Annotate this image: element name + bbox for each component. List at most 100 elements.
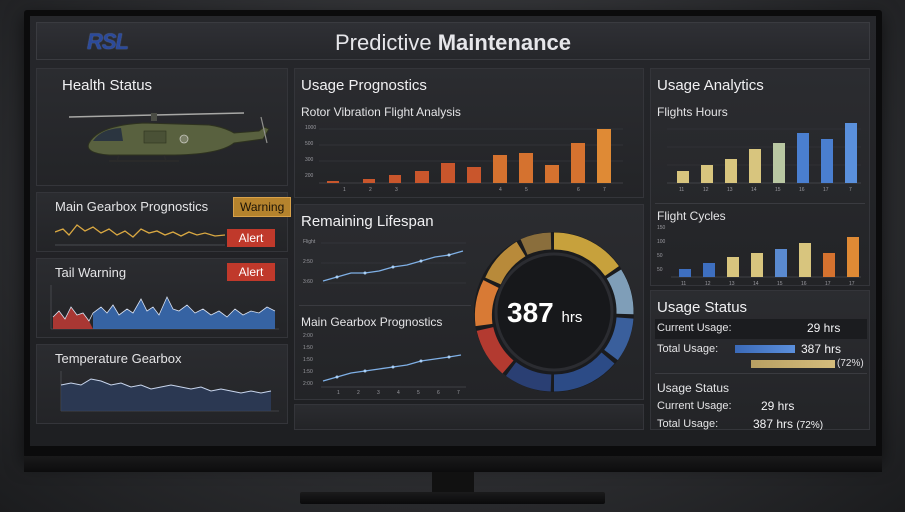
- lifespan-ytick-2: 2:50: [303, 259, 313, 265]
- cycles-xtick-8: 17: [849, 281, 855, 287]
- lifespan-ytick-1: Flight: [303, 239, 316, 245]
- rotor-bar-3: [389, 175, 401, 183]
- lifespan-line-chart: Flight 2:50 3:60: [303, 239, 466, 285]
- cycles-bar-1: [679, 269, 691, 277]
- lg-ytick-3: 1:50: [303, 357, 313, 363]
- tail-alert-badge: Alert: [227, 263, 275, 281]
- rotor-bar-6: [467, 167, 481, 183]
- gearbox-sparkline: [55, 224, 225, 246]
- current-usage-label: Current Usage:: [657, 322, 732, 334]
- flight-hours-label: Flights Hours: [657, 105, 728, 119]
- rotor-bar-10: [571, 143, 585, 183]
- alert-badge: Alert: [227, 229, 275, 247]
- lg-ytick-1: 2:00: [303, 333, 313, 339]
- usage-analytics-panel: Usage Analytics Flights Hours 11 12 13 1…: [650, 68, 870, 287]
- lg-xtick-4: 4: [397, 390, 400, 396]
- usage-status-title: Usage Status: [657, 299, 748, 316]
- lifespan-gearbox-chart: 2:00 1:50 1:50 1:50 2:00 1 2 3 4 5 6 7: [303, 333, 466, 396]
- cycles-xtick-7: 17: [825, 281, 831, 287]
- health-status-title: Health Status: [62, 77, 153, 94]
- cycles-bar-5: [775, 249, 787, 277]
- cycles-bar-7: [823, 253, 835, 277]
- total-usage-value: 387 hrs: [801, 342, 842, 356]
- cycles-xtick-5: 15: [777, 281, 783, 287]
- rotor-bar-11: [597, 129, 611, 183]
- rotor-xtick-4: 4: [499, 187, 502, 193]
- remaining-lifespan-title: Remaining Lifespan: [301, 213, 434, 230]
- temperature-gearbox-panel: Temperature Gearbox: [36, 344, 288, 424]
- temperature-gearbox-label: Temperature Gearbox: [55, 351, 182, 366]
- usage-percent-bar: [751, 360, 835, 368]
- analytics-divider: [655, 203, 865, 204]
- cycles-xtick-1: 11: [681, 281, 686, 287]
- hours-xtick-2: 12: [703, 187, 709, 193]
- hours-xtick-7: 17: [823, 187, 829, 193]
- gearbox-prognostics-panel: Main Gearbox Prognostics Warning Alert: [36, 192, 292, 252]
- rotor-xtick-5: 5: [525, 187, 528, 193]
- rotor-ytick-2: 500: [305, 141, 314, 147]
- hours-bar-5: [773, 143, 785, 183]
- rotor-bar-1: [327, 181, 339, 183]
- cycles-bar-6: [799, 243, 811, 277]
- current-usage-value: 29 hrs: [807, 321, 841, 335]
- cycles-ytick-4: 50: [657, 267, 663, 273]
- hours-xtick-5: 15: [775, 187, 781, 193]
- rotor-ytick-3: 300: [305, 157, 314, 163]
- health-status-panel: Health Status: [36, 68, 288, 186]
- hours-bar-1: [677, 171, 689, 183]
- dashboard-screen: RSL Predictive Maintenance Health Status…: [30, 16, 876, 446]
- total-usage-percent: (72%): [837, 358, 864, 369]
- rotor-xtick-2: 2: [369, 187, 372, 193]
- cycles-ytick-3: 50: [657, 253, 663, 259]
- cycles-xtick-6: 16: [801, 281, 807, 287]
- hours-xtick-8: 7: [849, 187, 852, 193]
- rotor-bar-7: [493, 155, 507, 183]
- rotor-xtick-1: 1: [343, 187, 346, 193]
- tv-stand-neck: [432, 472, 474, 494]
- current-usage-row: [655, 319, 867, 339]
- lg-xtick-6: 6: [437, 390, 440, 396]
- current-usage-value-2: 29 hrs: [761, 399, 795, 413]
- usage-status-divider: [655, 373, 867, 374]
- current-usage-label-2: Current Usage:: [657, 400, 732, 412]
- lg-xtick-3: 3: [377, 390, 380, 396]
- tail-warning-panel: Tail Warning Alert: [36, 258, 288, 338]
- middle-bottom-panel: [294, 404, 644, 430]
- cycles-xtick-4: 14: [753, 281, 759, 287]
- lg-ytick-5: 2:00: [303, 381, 313, 387]
- warning-badge: Warning: [233, 197, 292, 217]
- hours-bar-8: [845, 123, 857, 183]
- cycles-ytick-1: 150: [657, 225, 666, 231]
- total-usage-value-2: 387 hrs (72%): [753, 417, 824, 431]
- lg-xtick-1: 1: [337, 390, 340, 396]
- usage-status-subtitle: Usage Status: [657, 381, 730, 395]
- hours-bar-2: [701, 165, 713, 183]
- rotor-vibration-chart: 1000 500 300 200 1 2 3 4: [305, 125, 623, 193]
- hours-xtick-6: 16: [799, 187, 805, 193]
- rotor-bar-8: [519, 153, 533, 183]
- flight-cycles-chart: 150 100 50 50 11 12 13 14 15 16 17: [657, 225, 861, 287]
- hours-bar-3: [725, 159, 737, 183]
- lifespan-hours-value: 387 hrs: [507, 297, 583, 328]
- usage-status-panel: Usage Status Current Usage: 29 hrs Total…: [650, 290, 870, 431]
- hours-bar-6: [797, 133, 809, 183]
- cycles-xtick-2: 12: [705, 281, 711, 287]
- gearbox-prognostics-label: Main Gearbox Prognostics: [55, 199, 209, 214]
- dashboard-header: RSL Predictive Maintenance: [36, 22, 870, 60]
- total-usage-bar: [735, 345, 795, 353]
- lg-ytick-2: 1:50: [303, 345, 313, 351]
- rotor-bar-5: [441, 163, 455, 183]
- rotor-vibration-label: Rotor Vibration Flight Analysis: [301, 105, 461, 119]
- rotor-bar-4: [415, 171, 429, 183]
- cycles-bar-3: [727, 257, 739, 277]
- hours-xtick-1: 11: [679, 187, 684, 193]
- rsl-logo: RSL: [87, 29, 129, 54]
- cycles-xtick-3: 13: [729, 281, 735, 287]
- cycles-ytick-2: 100: [657, 239, 666, 245]
- rotor-ytick-1: 1000: [305, 125, 316, 131]
- lifespan-ytick-3: 3:60: [303, 279, 313, 285]
- flight-cycles-label: Flight Cycles: [657, 209, 726, 223]
- lifespan-divider: [299, 305, 471, 306]
- rotor-xtick-6: 6: [577, 187, 580, 193]
- hours-bar-7: [821, 139, 833, 183]
